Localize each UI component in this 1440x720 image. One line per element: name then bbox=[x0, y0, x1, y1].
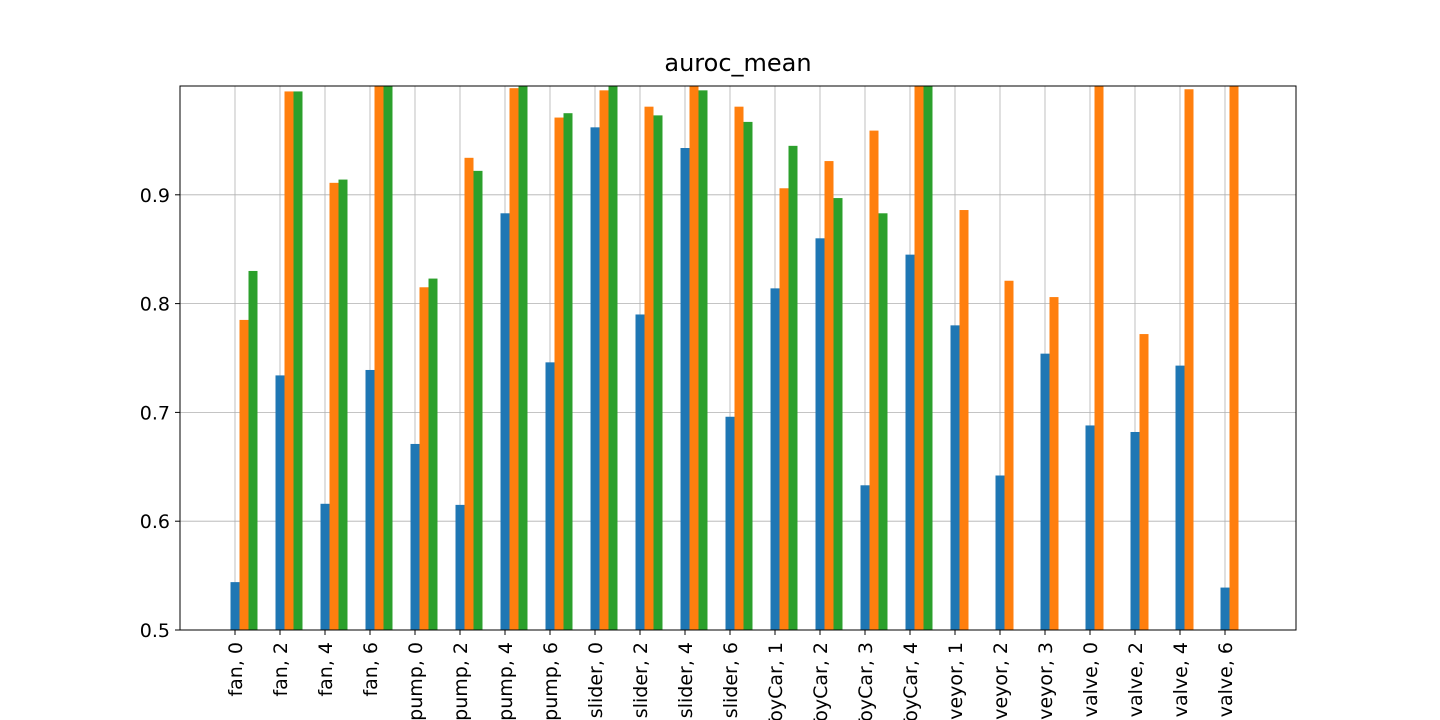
bar bbox=[1130, 431, 1140, 630]
bar bbox=[455, 504, 465, 630]
bar bbox=[905, 254, 915, 630]
x-tick-label: slider, 0 bbox=[585, 642, 607, 718]
x-tick-label: pump, 0 bbox=[405, 642, 427, 720]
bar bbox=[1040, 353, 1050, 630]
bar bbox=[500, 213, 510, 630]
bar bbox=[869, 130, 879, 630]
bar bbox=[509, 88, 519, 630]
bar bbox=[698, 90, 708, 631]
bar bbox=[725, 416, 735, 630]
x-tick-label: fan, 4 bbox=[315, 642, 337, 697]
x-tick-label: ToyConveyor, 2 bbox=[990, 642, 1012, 720]
bar bbox=[1004, 280, 1014, 630]
bar bbox=[1175, 365, 1185, 630]
x-tick-label: ToyCar, 1 bbox=[765, 642, 787, 720]
bar bbox=[1220, 587, 1230, 630]
x-tick-label: ToyCar, 2 bbox=[810, 642, 832, 720]
bar bbox=[653, 115, 663, 631]
bar bbox=[419, 287, 429, 630]
bar bbox=[230, 582, 240, 630]
bar bbox=[365, 369, 375, 630]
bar bbox=[860, 485, 870, 630]
x-tick-label: pump, 6 bbox=[540, 642, 562, 720]
bar bbox=[1139, 334, 1149, 630]
x-tick-label: fan, 6 bbox=[360, 642, 382, 697]
bar bbox=[545, 362, 555, 630]
chart-title: auroc_mean bbox=[664, 49, 811, 77]
bar bbox=[680, 148, 690, 631]
bar bbox=[788, 145, 798, 630]
x-tick-label: slider, 2 bbox=[630, 642, 652, 718]
bar bbox=[464, 157, 474, 631]
x-tick-label: ToyCar, 3 bbox=[855, 642, 877, 720]
y-tick-label: 0.9 bbox=[140, 185, 170, 207]
bar bbox=[338, 179, 348, 630]
bar bbox=[428, 278, 438, 630]
x-tick-label: ToyCar, 4 bbox=[900, 642, 922, 720]
bar bbox=[914, 86, 924, 630]
y-tick-label: 0.7 bbox=[140, 402, 170, 424]
y-tick-label: 0.6 bbox=[140, 511, 170, 533]
x-tick-label: valve, 2 bbox=[1125, 642, 1147, 717]
bar bbox=[950, 325, 960, 630]
bar bbox=[374, 86, 384, 630]
bar bbox=[410, 443, 420, 630]
bar bbox=[1094, 86, 1104, 630]
bar bbox=[635, 314, 645, 630]
bar bbox=[815, 238, 825, 630]
bar bbox=[284, 91, 294, 630]
x-tick-label: pump, 4 bbox=[495, 642, 517, 720]
bar bbox=[563, 113, 573, 630]
y-tick-label: 0.5 bbox=[140, 620, 170, 642]
bar bbox=[248, 270, 258, 630]
x-tick-label: pump, 2 bbox=[450, 642, 472, 720]
y-tick-label: 0.8 bbox=[140, 294, 170, 316]
bar bbox=[599, 90, 609, 631]
bar bbox=[689, 86, 699, 630]
bar bbox=[779, 188, 789, 630]
bar bbox=[1184, 89, 1194, 631]
bar bbox=[878, 213, 888, 630]
x-tick-label: valve, 6 bbox=[1215, 642, 1237, 717]
x-tick-label: valve, 4 bbox=[1170, 642, 1192, 717]
bar bbox=[644, 106, 654, 630]
bar bbox=[518, 86, 528, 630]
bar bbox=[770, 288, 780, 630]
bar bbox=[293, 91, 303, 630]
bar bbox=[923, 86, 933, 630]
bar bbox=[473, 170, 483, 630]
x-tick-label: fan, 2 bbox=[270, 642, 292, 697]
x-tick-label: ToyConveyor, 3 bbox=[1035, 642, 1057, 720]
bar bbox=[734, 106, 744, 630]
bar bbox=[275, 375, 285, 630]
bar bbox=[833, 198, 843, 630]
bar bbox=[743, 121, 753, 631]
bar bbox=[329, 182, 339, 630]
bar bbox=[590, 127, 600, 631]
bar bbox=[608, 86, 618, 630]
bar bbox=[239, 319, 249, 630]
x-tick-label: slider, 6 bbox=[720, 642, 742, 718]
bar bbox=[554, 117, 564, 630]
bar bbox=[1049, 297, 1059, 630]
bar bbox=[320, 503, 330, 630]
bar bbox=[1229, 86, 1239, 630]
bar bbox=[959, 210, 969, 631]
x-tick-label: slider, 4 bbox=[675, 642, 697, 718]
x-tick-label: valve, 0 bbox=[1080, 642, 1102, 717]
x-tick-label: fan, 0 bbox=[225, 642, 247, 697]
bar bbox=[995, 475, 1005, 630]
x-tick-label: ToyConveyor, 1 bbox=[945, 642, 967, 720]
plot-frame bbox=[179, 85, 1297, 631]
bar bbox=[824, 161, 834, 630]
bar bbox=[1085, 425, 1095, 630]
bar bbox=[383, 86, 393, 630]
